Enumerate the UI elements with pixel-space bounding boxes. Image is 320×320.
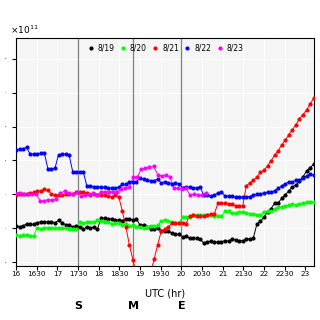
8/20 <box>120 223 124 227</box>
8/22 <box>25 146 28 149</box>
8/23 <box>18 191 22 195</box>
8/23 <box>46 198 50 202</box>
8/23 <box>87 192 91 196</box>
8/22 <box>67 153 71 157</box>
8/23 <box>172 186 176 190</box>
8/19 <box>202 241 206 245</box>
Text: S: S <box>74 301 82 311</box>
8/21 <box>166 225 170 229</box>
8/23 <box>123 186 127 189</box>
8/23 <box>180 187 184 191</box>
8/21 <box>312 96 316 100</box>
8/19 <box>14 224 18 228</box>
8/22 <box>166 180 170 184</box>
8/23 <box>176 187 180 190</box>
8/19 <box>106 218 110 221</box>
8/20 <box>298 202 301 206</box>
8/22 <box>301 177 305 180</box>
8/22 <box>234 196 237 199</box>
8/23 <box>99 190 103 194</box>
8/23 <box>132 175 135 179</box>
8/23 <box>63 189 67 193</box>
8/20 <box>67 228 71 231</box>
8/23 <box>67 191 70 195</box>
8/22 <box>106 186 110 190</box>
8/19 <box>64 223 68 227</box>
Line: 8/19: 8/19 <box>14 162 316 245</box>
8/23 <box>144 166 148 170</box>
8/23 <box>22 192 26 196</box>
8/23 <box>148 165 151 169</box>
8/23 <box>34 192 38 196</box>
8/23 <box>156 172 159 176</box>
8/23 <box>59 191 62 195</box>
Line: 8/20: 8/20 <box>14 199 316 238</box>
8/20 <box>28 234 32 238</box>
8/21 <box>298 117 301 121</box>
8/19 <box>117 218 121 222</box>
8/23 <box>111 190 115 194</box>
Text: E: E <box>178 301 185 311</box>
8/23 <box>83 193 87 197</box>
8/23 <box>95 193 99 196</box>
8/21 <box>106 195 110 198</box>
8/23 <box>54 197 58 201</box>
8/23 <box>26 192 30 196</box>
8/23 <box>42 199 46 203</box>
8/23 <box>107 190 111 194</box>
8/19 <box>163 229 167 233</box>
8/20 <box>14 233 18 237</box>
8/23 <box>103 190 107 194</box>
8/19 <box>312 163 316 166</box>
8/23 <box>204 191 208 195</box>
8/23 <box>71 192 75 196</box>
Line: 8/22: 8/22 <box>14 145 316 200</box>
8/23 <box>30 192 34 196</box>
8/23 <box>91 191 95 195</box>
8/23 <box>127 186 131 189</box>
Line: 8/23: 8/23 <box>14 164 208 203</box>
Text: M: M <box>128 301 139 311</box>
8/22 <box>312 173 316 177</box>
8/23 <box>119 187 123 191</box>
8/20 <box>166 219 170 223</box>
8/22 <box>110 186 114 190</box>
8/19 <box>103 216 107 220</box>
8/23 <box>168 175 172 179</box>
8/21 <box>103 193 107 197</box>
8/23 <box>14 191 18 195</box>
8/21 <box>142 287 146 291</box>
8/21 <box>117 195 121 199</box>
X-axis label: UTC (hr): UTC (hr) <box>145 288 185 298</box>
Legend: 8/19, 8/20, 8/21, 8/22, 8/23: 8/19, 8/20, 8/21, 8/22, 8/23 <box>84 42 245 54</box>
8/22 <box>120 182 124 186</box>
8/23 <box>164 173 168 177</box>
8/21 <box>14 193 18 197</box>
Text: $\times 10^{11}$: $\times 10^{11}$ <box>10 24 39 36</box>
8/19 <box>298 180 301 183</box>
Line: 8/21: 8/21 <box>14 96 316 291</box>
8/23 <box>135 175 139 179</box>
8/23 <box>75 190 79 194</box>
8/23 <box>160 174 164 178</box>
8/20 <box>312 200 316 204</box>
8/21 <box>64 192 68 196</box>
8/20 <box>110 222 114 226</box>
8/23 <box>200 193 204 196</box>
8/23 <box>38 199 42 203</box>
8/23 <box>196 193 200 197</box>
8/23 <box>51 198 54 202</box>
8/23 <box>115 190 119 194</box>
8/22 <box>14 148 18 152</box>
8/23 <box>188 193 192 197</box>
8/23 <box>140 167 143 171</box>
8/20 <box>106 220 110 224</box>
8/23 <box>192 192 196 196</box>
8/23 <box>79 194 83 197</box>
8/23 <box>152 164 156 168</box>
8/23 <box>184 187 188 190</box>
